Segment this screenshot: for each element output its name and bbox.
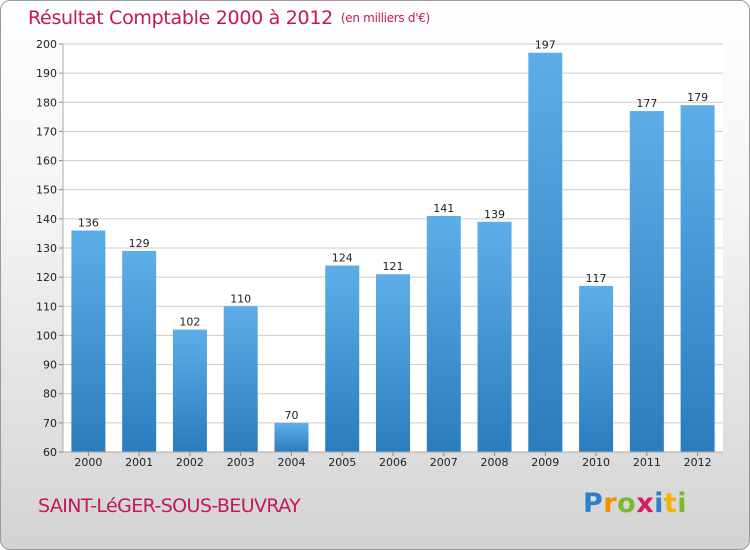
y-tick-label: 110	[36, 300, 57, 313]
x-tick-label: 2001	[125, 456, 153, 469]
value-label: 110	[230, 292, 251, 305]
value-label: 179	[687, 91, 708, 104]
chart-subtitle: (en milliers d'€)	[340, 11, 430, 25]
logo-letter: r	[603, 488, 618, 519]
y-tick-label: 130	[36, 242, 57, 255]
value-labels: 136 129 102 110 70 124 121 141 139 197 117 177 179	[78, 39, 708, 422]
bar-2010	[579, 285, 614, 452]
y-tick-label: 60	[43, 446, 57, 459]
bar-2000	[71, 230, 106, 452]
logo-letter: o	[617, 488, 637, 519]
value-label: 70	[284, 409, 298, 422]
value-label: 117	[586, 272, 607, 285]
bar-2012	[680, 105, 715, 452]
value-label: 124	[332, 251, 353, 264]
x-tick-label: 2010	[582, 456, 610, 469]
value-label: 139	[484, 208, 505, 221]
y-tick-label: 80	[43, 388, 57, 401]
bar-2003	[223, 306, 258, 452]
logo-letter: t	[663, 488, 678, 519]
y-tick-label: 100	[36, 329, 57, 342]
y-tick-label: 160	[36, 155, 57, 168]
x-tick-label: 2004	[277, 456, 305, 469]
x-tick-label: 2005	[328, 456, 356, 469]
value-label: 136	[78, 217, 99, 230]
bar-2008	[477, 221, 512, 452]
value-label: 129	[129, 237, 150, 250]
bar-2006	[376, 274, 410, 452]
y-tick-label: 140	[36, 213, 57, 226]
logo-letter: P	[583, 488, 604, 519]
value-label: 197	[535, 39, 556, 52]
y-tick-label: 150	[36, 184, 57, 197]
value-label: 121	[383, 260, 404, 273]
x-tick-label: 2007	[430, 456, 458, 469]
bar-2011	[629, 111, 664, 453]
chart-title: Résultat Comptable 2000 à 2012 (en millie…	[28, 7, 430, 29]
bars	[71, 52, 715, 456]
bar-2004	[274, 422, 309, 452]
bar-2005	[325, 265, 360, 452]
y-tick-label: 70	[43, 417, 57, 430]
y-tick-label: 120	[36, 271, 57, 284]
x-tick-label: 2003	[227, 456, 255, 469]
bar-2001	[122, 250, 157, 452]
y-tick-label: 180	[36, 96, 57, 109]
proxiti-logo: Proxiti	[583, 488, 687, 519]
x-tick-label: 2006	[379, 456, 407, 469]
x-tick-label: 2012	[684, 456, 712, 469]
x-tick-label: 2002	[176, 456, 204, 469]
logo-letter: i	[654, 488, 664, 519]
chart-title-text: Résultat Comptable 2000 à 2012	[28, 7, 333, 29]
x-axis-labels: 2000 2001 2002 2003 2004 2005 2006 2007 2008 2009…	[74, 456, 711, 469]
bar-2007	[426, 215, 461, 452]
value-label: 141	[433, 202, 454, 215]
logo-letter: x	[636, 488, 655, 519]
x-tick-label: 2000	[74, 456, 102, 469]
y-tick-label: 170	[36, 125, 57, 138]
y-tick-label: 190	[36, 67, 57, 80]
y-tick-label: 90	[43, 359, 57, 372]
x-tick-label: 2008	[481, 456, 509, 469]
logo-letter: i	[677, 488, 688, 519]
value-label: 102	[179, 316, 200, 329]
x-tick-label: 2009	[531, 456, 559, 469]
town-name: SAINT-LéGER-SOUS-BEUVRAY	[38, 495, 301, 517]
value-label: 177	[636, 97, 657, 110]
x-tick-label: 2011	[633, 456, 661, 469]
bar-2009	[528, 52, 563, 452]
bar-2002	[172, 329, 207, 452]
y-tick-label: 200	[36, 38, 57, 51]
y-axis-labels: 60 70 80 90 100 110 120 130 140 150 160 170 180 190 20…	[36, 38, 57, 459]
